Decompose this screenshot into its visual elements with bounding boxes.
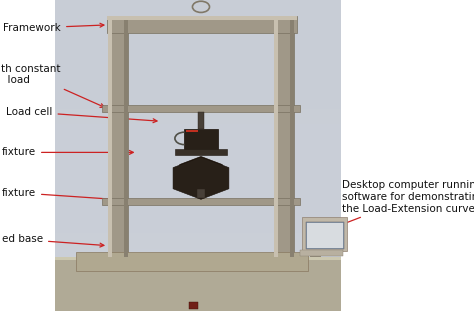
Text: fixture: fixture xyxy=(2,188,128,202)
Bar xyxy=(124,16,128,257)
Text: fixture: fixture xyxy=(2,147,133,157)
Bar xyxy=(175,149,227,155)
Bar xyxy=(302,217,347,251)
Bar xyxy=(55,62,341,78)
Bar xyxy=(274,16,278,257)
Text: th constant
  load: th constant load xyxy=(1,64,104,107)
Bar xyxy=(198,112,204,129)
Bar xyxy=(55,31,341,47)
Bar xyxy=(274,16,294,257)
Bar xyxy=(55,109,341,124)
Bar xyxy=(290,16,294,257)
Text: Desktop computer running
software for demonstrating
the Load-Extension curve: Desktop computer running software for de… xyxy=(331,180,474,229)
Bar xyxy=(300,250,343,256)
Bar xyxy=(55,295,341,311)
Bar xyxy=(306,222,344,249)
Bar xyxy=(189,302,198,309)
Bar xyxy=(55,78,341,93)
Bar xyxy=(55,218,341,233)
Bar xyxy=(55,156,341,171)
Bar xyxy=(55,0,341,311)
Bar xyxy=(55,233,341,249)
Bar xyxy=(199,167,203,189)
Bar xyxy=(310,251,321,257)
Bar xyxy=(107,16,297,20)
Bar xyxy=(76,252,308,271)
Bar xyxy=(55,249,341,264)
Bar xyxy=(108,16,128,257)
Bar xyxy=(186,130,198,132)
Bar xyxy=(55,0,341,16)
Text: ed base: ed base xyxy=(2,234,104,247)
Bar xyxy=(55,140,341,156)
Bar xyxy=(55,257,341,311)
Text: Load cell: Load cell xyxy=(6,107,157,123)
Bar xyxy=(55,202,341,218)
Bar xyxy=(55,124,341,140)
Bar xyxy=(55,171,341,187)
Bar xyxy=(55,257,341,260)
Bar xyxy=(55,47,341,62)
Text: Framework: Framework xyxy=(3,23,104,33)
Bar xyxy=(307,223,343,248)
Bar xyxy=(108,16,112,257)
Bar xyxy=(55,280,341,295)
Bar xyxy=(102,105,300,112)
Bar xyxy=(102,198,300,205)
Bar xyxy=(55,16,341,31)
Bar xyxy=(55,93,341,109)
Bar xyxy=(197,189,205,198)
Bar xyxy=(107,16,297,33)
Bar xyxy=(55,187,341,202)
Bar xyxy=(184,129,218,149)
Bar xyxy=(55,264,341,280)
